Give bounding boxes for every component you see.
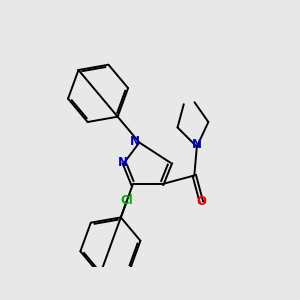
Text: Cl: Cl [121, 194, 133, 207]
Text: O: O [196, 195, 206, 208]
Text: N: N [130, 135, 140, 148]
Text: N: N [118, 156, 128, 169]
Text: N: N [192, 138, 202, 151]
